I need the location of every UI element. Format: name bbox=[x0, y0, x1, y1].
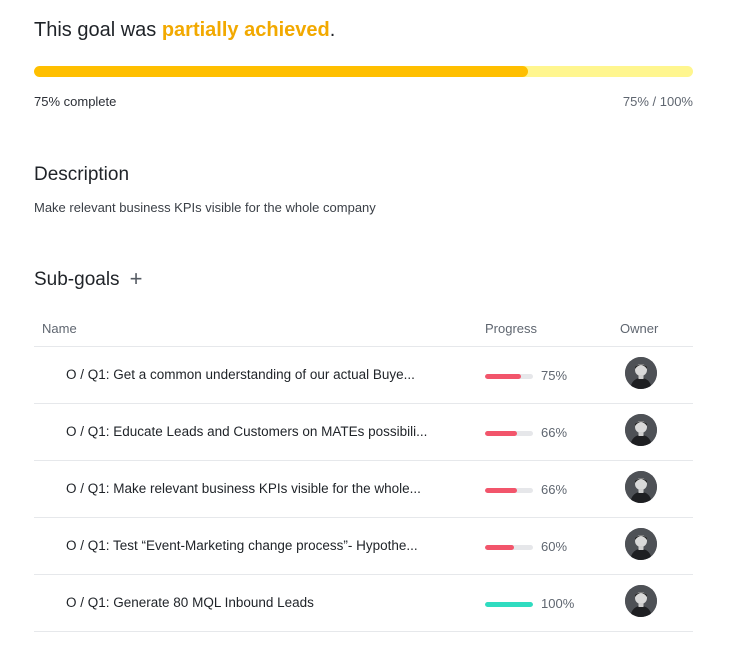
owner-avatar[interactable] bbox=[625, 528, 657, 560]
subgoal-progress-pct: 100% bbox=[541, 596, 575, 611]
table-row[interactable]: O / Q1: Test “Event-Marketing change pro… bbox=[34, 518, 693, 575]
subgoal-name[interactable]: O / Q1: Educate Leads and Customers on M… bbox=[66, 424, 428, 439]
subgoal-name[interactable]: O / Q1: Get a common understanding of ou… bbox=[66, 367, 415, 382]
table-row[interactable]: O / Q1: Generate 80 MQL Inbound Leads 100… bbox=[34, 575, 693, 632]
subgoal-progress-fill bbox=[485, 431, 517, 436]
table-body: O / Q1: Get a common understanding of ou… bbox=[34, 347, 693, 632]
owner-avatar[interactable] bbox=[625, 357, 657, 389]
status-suffix: . bbox=[329, 19, 336, 41]
status-highlight: partially achieved bbox=[161, 19, 330, 41]
subgoals-table: Name Progress Owner O / Q1: Get a common… bbox=[34, 314, 693, 632]
subgoal-progress-bar bbox=[485, 545, 533, 550]
owner-avatar[interactable] bbox=[625, 414, 657, 446]
subgoal-progress-bar bbox=[485, 602, 533, 607]
table-row[interactable]: O / Q1: Educate Leads and Customers on M… bbox=[34, 404, 693, 461]
subgoals-heading: Sub-goals bbox=[34, 269, 120, 290]
description-heading: Description bbox=[34, 164, 130, 185]
subgoal-progress-bar bbox=[485, 488, 533, 493]
progress-complete-label: 75% complete bbox=[34, 94, 117, 109]
column-header-name[interactable]: Name bbox=[42, 321, 77, 336]
subgoals-header: Sub-goals + bbox=[34, 265, 143, 291]
goal-status: This goal was partially achieved. bbox=[34, 17, 335, 43]
owner-avatar[interactable] bbox=[625, 471, 657, 503]
owner-avatar[interactable] bbox=[625, 585, 657, 617]
subgoal-progress-fill bbox=[485, 488, 517, 493]
column-header-owner[interactable]: Owner bbox=[620, 321, 659, 336]
progress-ratio-label: 75% / 100% bbox=[622, 94, 693, 109]
status-prefix: This goal was bbox=[34, 19, 162, 41]
subgoal-name[interactable]: O / Q1: Make relevant business KPIs visi… bbox=[66, 481, 421, 496]
subgoal-progress-pct: 66% bbox=[541, 482, 568, 497]
column-header-progress[interactable]: Progress bbox=[485, 321, 538, 336]
subgoal-progress-pct: 66% bbox=[541, 425, 568, 440]
table-row[interactable]: O / Q1: Make relevant business KPIs visi… bbox=[34, 461, 693, 518]
subgoal-progress-bar bbox=[485, 431, 533, 436]
subgoal-progress-pct: 60% bbox=[541, 539, 568, 554]
goal-progress-bar bbox=[34, 66, 693, 77]
plus-icon[interactable]: + bbox=[129, 265, 143, 291]
description-text[interactable]: Make relevant business KPIs visible for … bbox=[34, 200, 376, 215]
subgoal-progress-fill bbox=[485, 374, 521, 379]
subgoal-progress-bar bbox=[485, 374, 533, 379]
table-row[interactable]: O / Q1: Get a common understanding of ou… bbox=[34, 347, 693, 404]
goal-progress-fill bbox=[34, 66, 529, 77]
subgoal-name[interactable]: O / Q1: Test “Event-Marketing change pro… bbox=[66, 538, 418, 553]
table-header: Name Progress Owner bbox=[34, 314, 693, 347]
subgoal-progress-fill bbox=[485, 602, 533, 607]
subgoal-progress-fill bbox=[485, 545, 514, 550]
subgoal-name[interactable]: O / Q1: Generate 80 MQL Inbound Leads bbox=[66, 595, 314, 610]
subgoal-progress-pct: 75% bbox=[541, 368, 568, 383]
